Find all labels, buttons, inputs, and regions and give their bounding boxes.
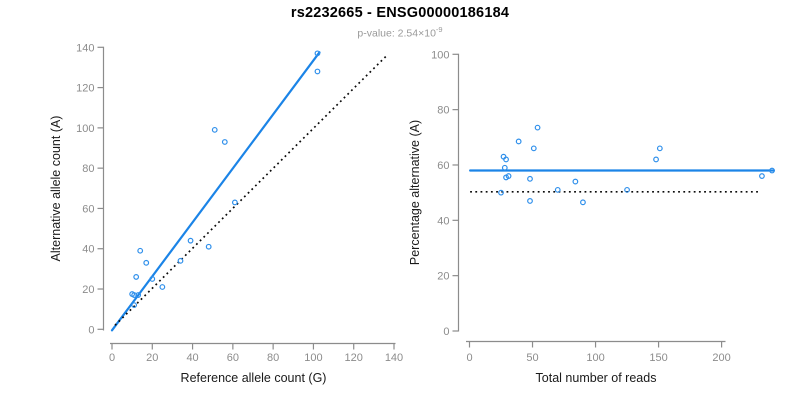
data-point	[501, 164, 508, 171]
x-tick-label: 100	[586, 352, 604, 364]
data-point	[554, 186, 561, 193]
data-point	[653, 156, 659, 163]
x-tick-label: 40	[186, 352, 198, 364]
y-tick-label: 60	[82, 203, 94, 215]
data-point	[143, 259, 150, 266]
y-axis-title: Alternative allele count (A)	[49, 116, 63, 262]
x-tick-label: 0	[109, 352, 115, 364]
p-value-subtitle: p-value: 2.54×10-9	[0, 25, 800, 40]
data-point	[205, 243, 212, 250]
y-tick-label: 0	[88, 324, 94, 336]
data-point	[769, 167, 775, 174]
data-point	[503, 156, 509, 163]
p-value-label: p-value:	[357, 27, 398, 40]
data-point	[572, 178, 579, 185]
p-value-exponent: -9	[435, 25, 443, 34]
x-tick-label: 50	[526, 352, 538, 364]
data-point	[135, 292, 142, 298]
data-point	[580, 199, 586, 206]
data-point	[527, 198, 533, 204]
right-scatter-plot: 0 20 40 60 80 100 0 50 100 150 200 Total number of …	[408, 49, 776, 385]
page-title: rs2232665 - ENSG00000186184	[290, 5, 510, 21]
y-tick-label: 100	[431, 49, 449, 61]
data-point	[221, 139, 228, 145]
data-point	[527, 175, 533, 182]
y-tick-label: 20	[82, 284, 94, 296]
x-tick-label: 100	[304, 352, 322, 364]
identity-line	[114, 54, 388, 326]
data-point	[759, 173, 765, 179]
data-point	[505, 173, 512, 179]
data-point	[624, 186, 630, 193]
x-axis-title: Total number of reads	[536, 371, 657, 385]
y-tick-label: 20	[437, 271, 449, 283]
data-point	[231, 199, 238, 206]
data-point	[137, 247, 144, 254]
x-tick-label: 120	[345, 352, 363, 364]
data-point	[314, 68, 321, 75]
data-point	[314, 50, 321, 57]
x-tick-label: 200	[712, 352, 730, 364]
data-point	[534, 124, 541, 131]
data-point	[530, 145, 537, 152]
y-tick-label: 0	[443, 326, 449, 338]
data-point	[515, 138, 522, 145]
y-tick-label: 40	[82, 244, 94, 256]
x-tick-label: 140	[385, 352, 403, 364]
y-tick-label: 40	[437, 215, 449, 227]
y-tick-label: 100	[76, 123, 94, 135]
left-scatter-plot: 0 20 40 60 80 100 120 140 0 20 40 60 80 100 120 140 Refe…	[49, 42, 403, 385]
x-tick-label: 20	[146, 352, 158, 364]
y-tick-label: 140	[76, 42, 94, 54]
x-axis-title: Reference allele count (G)	[181, 371, 327, 385]
x-tick-label: 150	[649, 352, 667, 364]
x-tick-label: 0	[466, 352, 472, 364]
y-tick-label: 80	[82, 163, 94, 175]
data-point	[149, 276, 156, 282]
data-point	[133, 274, 140, 280]
data-point	[187, 237, 194, 244]
data-point	[131, 302, 138, 309]
data-point	[656, 145, 663, 152]
y-tick-label: 60	[437, 160, 449, 172]
y-axis-title: Percentage alternative (A)	[408, 120, 422, 265]
x-tick-label: 60	[227, 352, 239, 364]
data-point	[211, 126, 218, 133]
x-tick-label: 80	[267, 352, 279, 364]
data-point	[177, 257, 184, 264]
y-tick-label: 80	[437, 105, 449, 117]
data-point	[159, 284, 166, 290]
y-tick-label: 120	[76, 83, 94, 95]
regression-line	[110, 51, 321, 332]
p-value-base: 2.54×10	[397, 27, 436, 40]
data-point	[498, 189, 504, 196]
